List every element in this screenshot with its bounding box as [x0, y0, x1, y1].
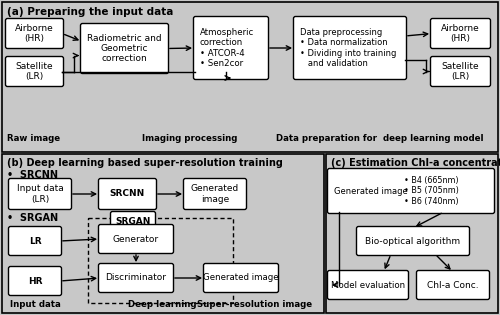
- FancyBboxPatch shape: [430, 56, 490, 87]
- FancyBboxPatch shape: [194, 16, 268, 79]
- Text: Imaging processing: Imaging processing: [142, 134, 238, 143]
- Text: Generated
image: Generated image: [191, 184, 239, 204]
- Text: Super-resolution image: Super-resolution image: [198, 300, 312, 309]
- Text: •  SRGAN: • SRGAN: [7, 213, 58, 223]
- FancyBboxPatch shape: [98, 179, 156, 209]
- Text: Input data
(LR): Input data (LR): [16, 184, 64, 204]
- FancyBboxPatch shape: [328, 271, 408, 300]
- Text: • B4 (665nm)
• B5 (705nm)
• B6 (740nm): • B4 (665nm) • B5 (705nm) • B6 (740nm): [404, 176, 459, 206]
- FancyBboxPatch shape: [8, 266, 62, 295]
- Text: Atmospheric
correction
• ATCOR-4
• Sen2cor: Atmospheric correction • ATCOR-4 • Sen2c…: [200, 28, 254, 68]
- Text: (b) Deep learning based super-resolution training: (b) Deep learning based super-resolution…: [7, 158, 283, 168]
- Text: Generated image: Generated image: [203, 273, 279, 283]
- Text: Data preparation for  deep learning model: Data preparation for deep learning model: [276, 134, 484, 143]
- FancyBboxPatch shape: [430, 19, 490, 49]
- Text: Radiometric and
Geometric
correction: Radiometric and Geometric correction: [87, 34, 162, 63]
- Text: Generator: Generator: [113, 234, 159, 243]
- Text: HR: HR: [28, 277, 42, 285]
- FancyBboxPatch shape: [6, 19, 64, 49]
- FancyBboxPatch shape: [328, 169, 494, 214]
- FancyBboxPatch shape: [80, 24, 168, 73]
- Text: Raw image: Raw image: [8, 134, 60, 143]
- Text: Airborne
(HR): Airborne (HR): [15, 24, 54, 43]
- FancyBboxPatch shape: [8, 179, 72, 209]
- FancyBboxPatch shape: [110, 211, 156, 231]
- Bar: [326, 154, 498, 313]
- Text: Airborne
(HR): Airborne (HR): [441, 24, 480, 43]
- Text: SRGAN: SRGAN: [116, 216, 150, 226]
- FancyBboxPatch shape: [356, 226, 470, 255]
- Text: SRCNN: SRCNN: [110, 190, 145, 198]
- FancyBboxPatch shape: [204, 264, 279, 293]
- Text: (a) Preparing the input data: (a) Preparing the input data: [7, 7, 173, 17]
- FancyBboxPatch shape: [8, 226, 62, 255]
- FancyBboxPatch shape: [416, 271, 490, 300]
- FancyBboxPatch shape: [98, 264, 174, 293]
- Text: Satellite
(LR): Satellite (LR): [442, 62, 480, 81]
- FancyBboxPatch shape: [6, 56, 64, 87]
- Text: Generated image: Generated image: [334, 186, 408, 196]
- Text: Chl-a Conc.: Chl-a Conc.: [427, 280, 479, 289]
- FancyBboxPatch shape: [98, 225, 174, 254]
- Bar: [2, 154, 324, 313]
- Text: Satellite
(LR): Satellite (LR): [16, 62, 54, 81]
- Text: Discriminator: Discriminator: [106, 273, 166, 283]
- FancyBboxPatch shape: [294, 16, 406, 79]
- Text: Deep learning: Deep learning: [128, 300, 196, 309]
- Text: LR: LR: [28, 237, 42, 245]
- FancyBboxPatch shape: [184, 179, 246, 209]
- Text: Bio-optical algorithm: Bio-optical algorithm: [366, 237, 460, 245]
- Text: Model evaluation: Model evaluation: [331, 280, 405, 289]
- Text: Data preprocessing
• Data normalization
• Dividing into training
   and validati: Data preprocessing • Data normalization …: [300, 28, 396, 68]
- Text: Input data: Input data: [10, 300, 60, 309]
- Text: •  SRCNN: • SRCNN: [7, 170, 58, 180]
- Bar: [88, 218, 233, 303]
- Bar: [2, 2, 498, 152]
- Text: (c) Estimation Chl-a concentration: (c) Estimation Chl-a concentration: [331, 158, 500, 168]
